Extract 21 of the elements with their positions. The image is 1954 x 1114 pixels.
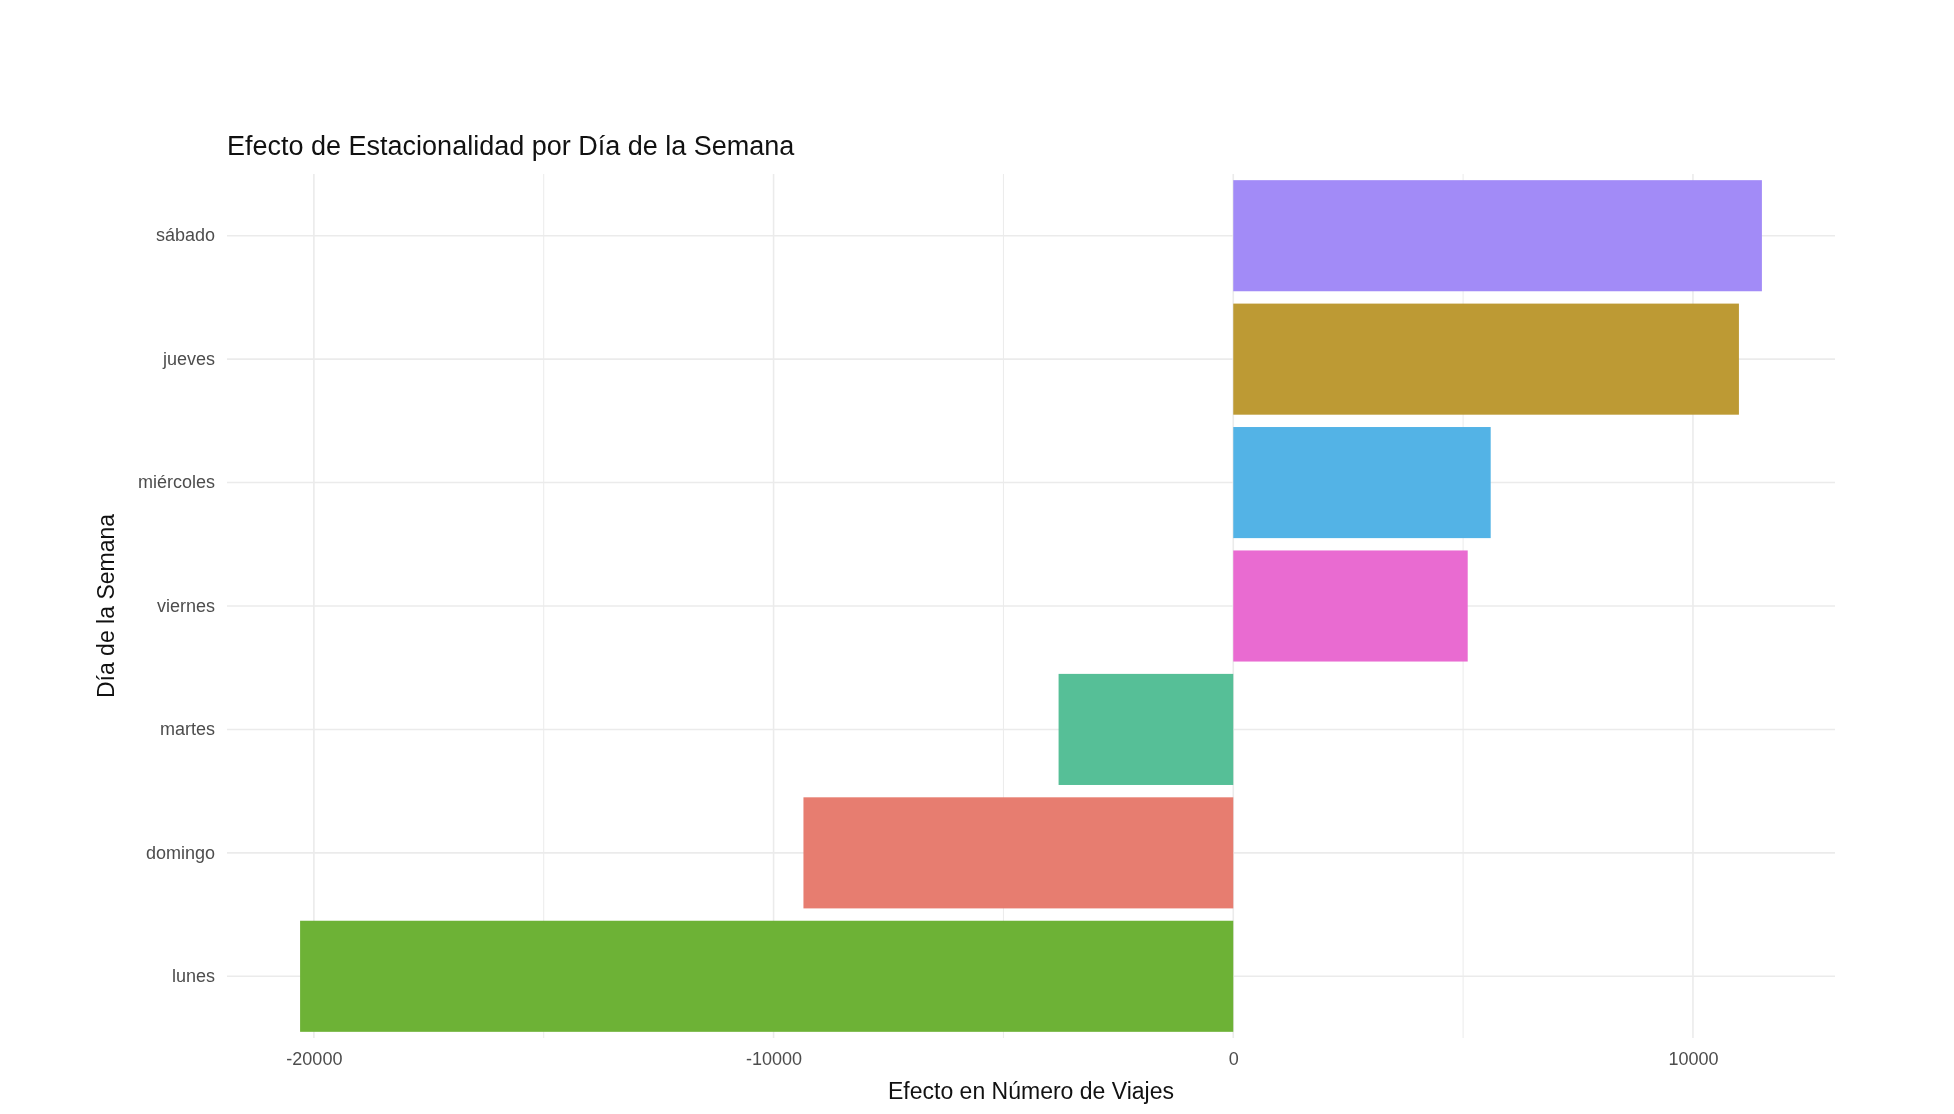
y-tick-label: martes <box>159 719 215 740</box>
bar <box>1233 303 1739 415</box>
bar <box>1233 180 1762 292</box>
x-tick-label: 10000 <box>1668 1048 1719 1069</box>
y-tick-label: viernes <box>156 595 215 616</box>
x-tick-label: -10000 <box>746 1048 803 1069</box>
x-tick-label: -20000 <box>286 1048 343 1069</box>
y-tick-label: miércoles <box>137 472 215 493</box>
bar <box>1058 673 1234 785</box>
chart-title: Efecto de Estacionalidad por Día de la Semana <box>227 131 796 161</box>
y-tick-label: lunes <box>171 966 215 987</box>
bar <box>1233 550 1468 662</box>
bar <box>803 797 1234 909</box>
y-axis-title: Día de la Semana <box>93 513 119 699</box>
y-tick-label: jueves <box>161 348 215 369</box>
bar <box>300 920 1234 1032</box>
y-tick-label: sábado <box>155 225 215 246</box>
y-tick-label: domingo <box>145 842 215 863</box>
bar <box>1233 427 1491 539</box>
x-axis-title: Efecto en Número de Viajes <box>888 1078 1174 1104</box>
x-tick-label: 0 <box>1228 1048 1239 1069</box>
